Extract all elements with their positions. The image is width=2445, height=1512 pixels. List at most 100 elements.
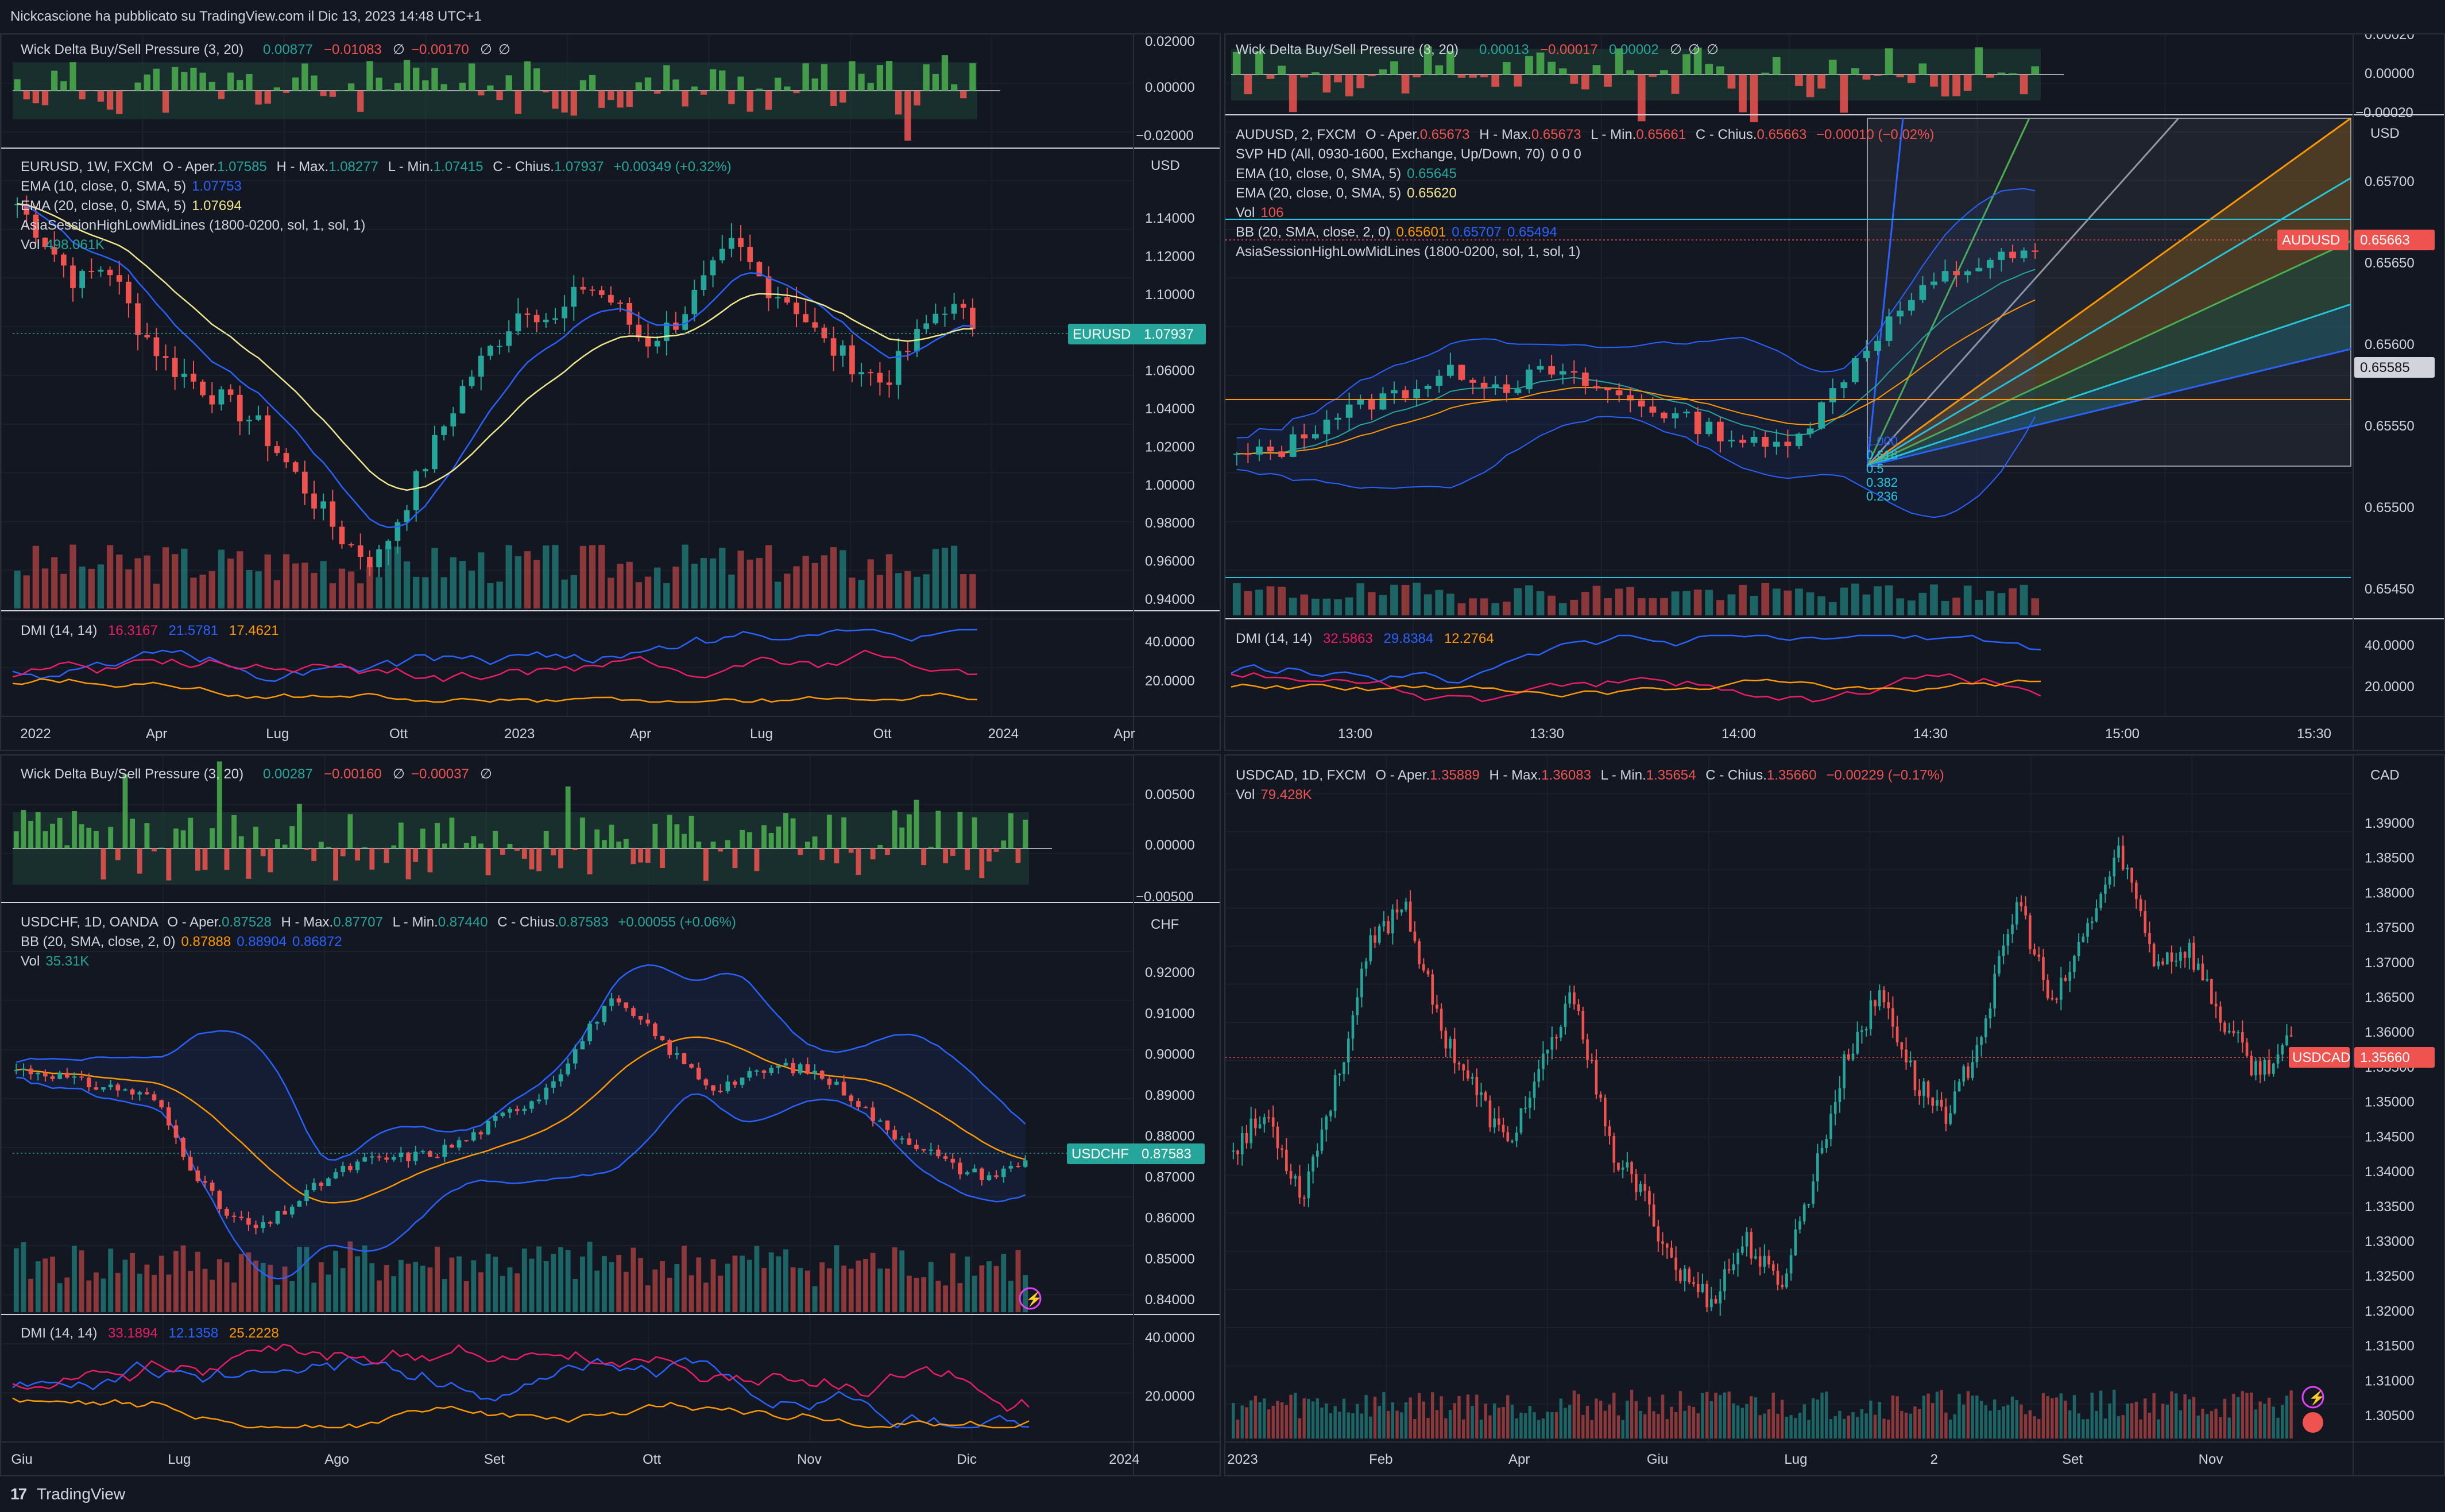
wick-bar: [775, 77, 782, 91]
candle: [1280, 1148, 1283, 1150]
volume-bar: [1001, 1254, 1007, 1312]
candle: [1256, 447, 1263, 455]
volume-bar: [1705, 1391, 1709, 1439]
volume-bar: [468, 571, 475, 608]
panel-usdcad[interactable]: USDCAD, 1D, FXCM O - Aper.1.35889 H - Ma…: [1224, 754, 2445, 1476]
volume-bar: [1886, 1420, 1890, 1439]
volume-bar: [369, 1263, 375, 1312]
candle: [376, 549, 382, 568]
wick-bar: [487, 85, 494, 91]
wick-bar: [1244, 75, 1252, 95]
wick-bar: [793, 91, 800, 94]
volume-bar: [2130, 1403, 2134, 1439]
price-tag-symbol: USDCAD: [2292, 1050, 2350, 1065]
candle: [311, 493, 317, 509]
wick-scale-0: 0.00020: [2365, 34, 2415, 42]
candle: [1975, 267, 1983, 272]
candle: [1498, 1118, 1500, 1125]
wick-bar: [166, 848, 172, 881]
wick-v1: 0.00877: [263, 42, 313, 57]
wick-v6: ∅: [1707, 42, 1719, 57]
wick-bar: [1232, 52, 1241, 75]
lightning-icon[interactable]: [2301, 1386, 2324, 1409]
candle: [1688, 1268, 1691, 1282]
audusd-chart-svg[interactable]: Wick Delta Buy/Sell Pressure (3, 20) 0.0…: [1225, 34, 2445, 751]
tradingview-logo-icon[interactable]: 17: [10, 1485, 27, 1503]
candle: [65, 1072, 69, 1078]
wick-bar: [558, 848, 563, 869]
candle: [965, 1172, 970, 1174]
panel-usdchf[interactable]: Wick Delta Buy/Sell Pressure (3, 20) 0.0…: [0, 754, 1221, 1476]
wick-bar: [347, 83, 355, 91]
candle: [580, 1041, 585, 1049]
wick-bar: [719, 70, 726, 91]
fib-fan-ray: [1867, 348, 2351, 467]
volume-bar: [1926, 1393, 1930, 1439]
volume-bar: [521, 1249, 527, 1312]
wick-bar: [1278, 65, 1286, 75]
volume-bar: [950, 1253, 955, 1312]
volume-bar: [1413, 1418, 1417, 1439]
volume-bar: [943, 1285, 949, 1312]
wick-title: Wick Delta Buy/Sell Pressure (3, 20): [21, 766, 243, 782]
volume-bar: [1608, 1404, 1611, 1439]
candle: [1750, 1232, 1753, 1259]
candle: [738, 238, 744, 247]
volume-bar: [2272, 1406, 2276, 1439]
lightning-icon[interactable]: [1019, 1287, 1042, 1310]
candle: [1971, 1062, 1974, 1078]
wick-bar: [79, 824, 84, 848]
volume-bar: [617, 564, 624, 608]
time-label: 14:00: [1721, 726, 1756, 742]
wick-bar: [1660, 70, 1668, 75]
price-scale-label: 1.39000: [2365, 816, 2415, 831]
candle: [1418, 941, 1421, 964]
wick-bar: [737, 76, 744, 91]
wick-bar: [301, 63, 308, 91]
volume-bar: [1334, 599, 1342, 615]
volume-bar: [2006, 1405, 2010, 1439]
candle: [1413, 389, 1420, 398]
candle: [664, 322, 670, 341]
wick-scale-1: 0.00000: [1145, 80, 1195, 95]
panel-audusd[interactable]: Wick Delta Buy/Sell Pressure (3, 20) 0.0…: [1224, 33, 2445, 751]
eurusd-chart-svg[interactable]: Wick Delta Buy/Sell Pressure (3, 20) 0.0…: [1, 34, 1221, 751]
volume-bar: [347, 1241, 353, 1312]
volume-bar: [292, 563, 299, 608]
dmi-scale-0: 40.0000: [1145, 1330, 1195, 1346]
tradingview-brand[interactable]: TradingView: [37, 1485, 126, 1503]
volume-bar: [13, 1248, 19, 1312]
volume-bar: [1772, 588, 1781, 615]
wick-bar: [355, 848, 360, 861]
wick-bar: [130, 819, 136, 848]
price-scale-label: 1.06000: [1145, 363, 1195, 379]
candle: [2219, 1006, 2222, 1023]
usdchf-chart-svg[interactable]: Wick Delta Buy/Sell Pressure (3, 20) 0.0…: [1, 755, 1221, 1476]
volume-bar: [2139, 1419, 2142, 1439]
candle: [326, 1178, 331, 1186]
symbol-line: USDCHF, 1D, OANDA O - Aper.0.87528 H - M…: [21, 914, 736, 930]
candle: [1987, 259, 1994, 268]
volume-bar: [2095, 1410, 2098, 1439]
volume-bar: [533, 560, 540, 608]
volume-bar: [1568, 1405, 1572, 1439]
volume-bar: [957, 1283, 963, 1312]
volume-bar: [1333, 1406, 1337, 1439]
wick-scale-2: −0.00020: [2355, 105, 2413, 121]
volume-bar: [1864, 1413, 1868, 1439]
wick-bar: [914, 91, 920, 106]
us-flag-icon[interactable]: [2303, 1412, 2323, 1433]
candle: [145, 1092, 149, 1095]
dmi-legend: DMI (14, 14) 16.3167 21.5781 17.4621: [21, 623, 279, 638]
usdcad-chart-svg[interactable]: USDCAD, 1D, FXCM O - Aper.1.35889 H - Ma…: [1225, 755, 2445, 1476]
volume-bar: [1267, 1409, 1271, 1439]
candle: [1989, 1008, 1992, 1019]
volume-bar: [1577, 1394, 1580, 1439]
candle: [1298, 1176, 1301, 1198]
panel-eurusd[interactable]: Wick Delta Buy/Sell Pressure (3, 20) 0.0…: [0, 33, 1221, 751]
wick-bar: [1817, 75, 1825, 89]
wick-bar: [821, 64, 828, 91]
volume-bar: [311, 572, 318, 608]
volume-bar: [435, 1246, 440, 1312]
wick-bar: [841, 817, 847, 848]
